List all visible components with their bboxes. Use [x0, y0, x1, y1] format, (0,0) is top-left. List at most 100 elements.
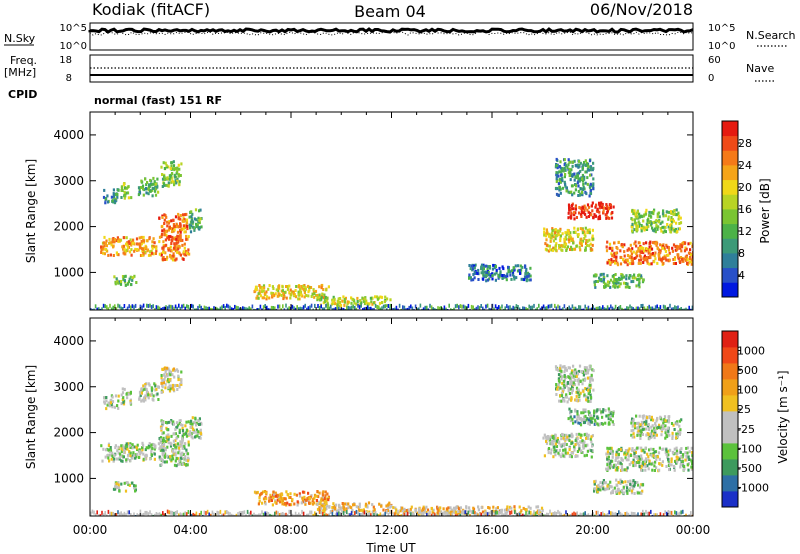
scatter-cell [589, 393, 592, 397]
scatter-cell [361, 296, 364, 300]
ground-scatter-cell [154, 513, 156, 516]
scatter-cell [592, 388, 595, 392]
scatter-cell [316, 490, 319, 493]
scatter-cell [554, 228, 557, 231]
scatter-cell [154, 252, 157, 255]
scatter-cell [130, 196, 133, 200]
scatter-cell [630, 454, 633, 457]
scatter-cell [181, 462, 184, 466]
scatter-cell [171, 161, 174, 165]
ground-scatter-cell [666, 307, 668, 310]
scatter-cell [325, 502, 328, 505]
scatter-cell [667, 225, 670, 229]
scatter-cell [473, 270, 476, 274]
scatter-cell [150, 183, 153, 187]
scatter-cell [636, 278, 639, 282]
scatter-cell [528, 272, 531, 276]
scatter-cell [520, 509, 523, 513]
scatter-cell [508, 505, 512, 509]
scatter-cell [591, 378, 594, 382]
scatter-cell [173, 242, 176, 246]
scatter-cell [637, 261, 640, 265]
scatter-cell [675, 432, 678, 436]
scatter-cell [104, 248, 107, 251]
ground-scatter-cell [510, 307, 513, 310]
ground-scatter-cell [352, 304, 354, 309]
scatter-cell [645, 226, 648, 230]
ground-scatter-cell [485, 304, 487, 309]
scatter-cell [122, 183, 125, 187]
scatter-cell [376, 297, 379, 301]
ground-scatter-cell [162, 511, 164, 516]
scatter-cell [325, 497, 328, 501]
scatter-cell [627, 458, 630, 462]
scatter-cell [680, 249, 683, 253]
scatter-cell [684, 246, 687, 250]
scatter-cell [555, 164, 558, 167]
scatter-cell [164, 161, 167, 165]
scatter-cell [591, 243, 594, 247]
scatter-cell [169, 387, 172, 391]
scatter-cell [179, 229, 182, 232]
scatter-cell [177, 378, 180, 382]
scatter-cell [637, 422, 640, 426]
ground-scatter-cell [536, 514, 538, 516]
scatter-cell [564, 442, 567, 446]
scatter-cell [162, 439, 166, 443]
scatter-cell [628, 276, 631, 280]
ground-scatter-cell [200, 510, 202, 515]
scatter-cell [576, 454, 579, 458]
scatter-cell [152, 176, 155, 180]
scatter-cell [635, 254, 639, 258]
scatter-cell [568, 392, 571, 395]
scatter-cell [668, 227, 671, 231]
scatter-cell [559, 234, 562, 238]
scatter-cell [313, 493, 317, 497]
scatter-cell [129, 275, 132, 279]
scatter-cell [638, 254, 641, 258]
scatter-cell [653, 208, 656, 212]
scatter-cell [608, 447, 611, 451]
ground-scatter-cell [230, 307, 233, 310]
scatter-cell [118, 457, 121, 461]
scatter-cell [486, 267, 489, 271]
scatter-cell [597, 487, 600, 491]
scatter-cell [124, 274, 127, 278]
scatter-cell [513, 275, 516, 279]
scatter-cell [559, 374, 562, 378]
scatter-cell [610, 446, 613, 450]
scatter-cell [558, 399, 561, 403]
scatter-cell [182, 456, 185, 460]
scatter-cell [634, 426, 637, 430]
scatter-cell [457, 512, 460, 516]
scatter-cell [111, 400, 115, 404]
scatter-cell [147, 444, 150, 448]
scatter-cell [120, 459, 123, 463]
scatter-cell [513, 277, 516, 281]
ground-scatter-cell [166, 509, 169, 514]
scatter-cell [678, 245, 682, 249]
scatter-cell [582, 373, 585, 377]
scatter-cell [630, 484, 633, 488]
ground-scatter-cell [432, 307, 434, 310]
ground-scatter-cell [538, 510, 540, 514]
scatter-cell [120, 189, 123, 192]
scatter-cell [164, 382, 167, 386]
scatter-cell [690, 253, 693, 257]
scatter-cell [586, 449, 589, 453]
scatter-cell [179, 440, 182, 444]
scatter-cell [671, 210, 674, 214]
scatter-cell [133, 456, 137, 460]
ground-scatter-cell [157, 305, 159, 310]
scatter-cell [320, 506, 323, 510]
scatter-cell [652, 454, 655, 458]
scatter-cell [623, 243, 626, 247]
scatter-cell [119, 282, 123, 286]
scatter-cell [166, 454, 169, 458]
scatter-cell [180, 378, 183, 382]
ground-scatter-cell [323, 307, 326, 310]
scatter-cell [589, 188, 592, 192]
scatter-cell [592, 161, 595, 165]
scatter-cell [195, 430, 198, 434]
scatter-cell [114, 238, 117, 241]
